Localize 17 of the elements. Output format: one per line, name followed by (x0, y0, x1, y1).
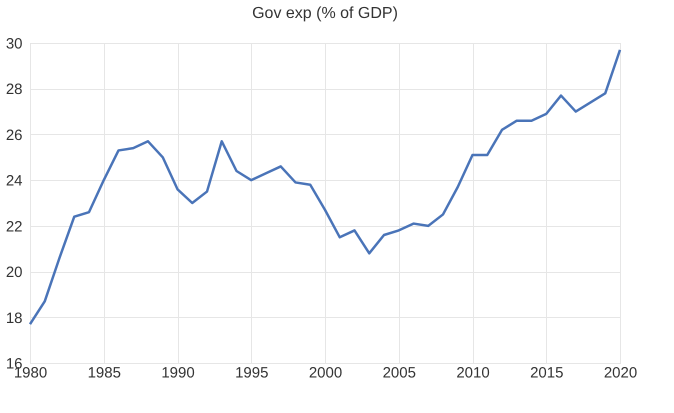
x-tick-label: 2010 (456, 364, 490, 382)
y-tick-label: 24 (6, 172, 22, 190)
x-tick-label: 1990 (161, 364, 195, 382)
x-tick-label: 2015 (530, 364, 564, 382)
x-tick-label: 2000 (308, 364, 342, 382)
x-tick-label: 2020 (604, 364, 638, 382)
y-tick-label: 18 (6, 310, 22, 327)
chart-title: Gov exp (% of GDP) (252, 5, 398, 22)
y-tick-label: 26 (6, 126, 22, 144)
x-tick-label: 1995 (235, 364, 268, 382)
y-tick-label: 22 (6, 218, 22, 236)
x-tick-label: 2005 (382, 364, 416, 382)
x-tick-label: 1985 (88, 364, 121, 382)
y-tick-label: 28 (6, 81, 22, 98)
y-tick-label: 20 (6, 264, 22, 282)
line-series (28, 48, 622, 326)
y-tick-label: 30 (6, 36, 22, 52)
